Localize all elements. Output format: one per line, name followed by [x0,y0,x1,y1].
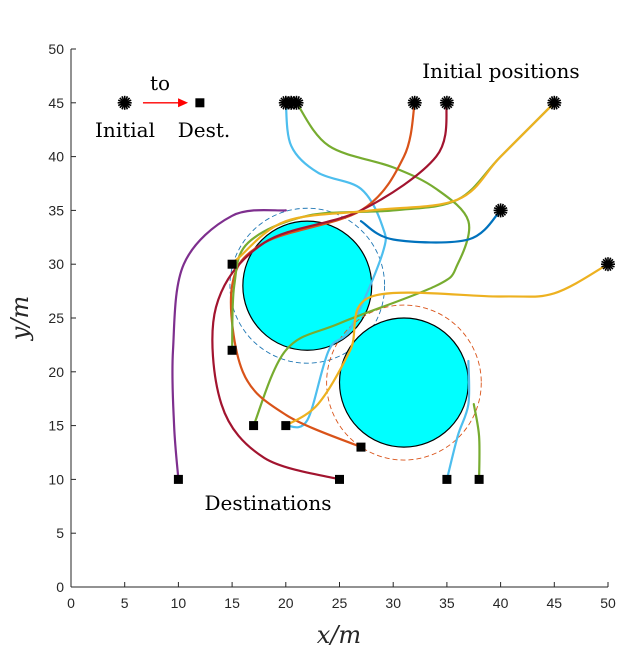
x-tick-label: 5 [121,595,129,611]
legend: to Initial Dest. [95,71,230,142]
traj-green-1 [252,101,471,427]
destination-marker [356,442,366,452]
x-tick-label: 25 [332,595,348,611]
traj-green-3 [472,403,481,481]
annotation-destinations: Destinations [205,491,332,515]
traj-skyblue-2 [445,359,471,481]
y-tick-label: 25 [48,310,64,326]
obstacle-1 [242,220,373,351]
obstacle-1-safety-circle [229,207,386,364]
y-tick-label: 15 [48,418,64,434]
destination-marker [474,474,484,484]
initial-position-marker [493,203,508,218]
x-tick-label: 35 [439,595,455,611]
x-tick-label: 20 [278,595,294,611]
markers [117,95,615,484]
initial-position-marker [439,95,454,110]
axes: 0 5 10 15 20 25 30 35 40 45 50 0 5 10 15 20 25 30 35 40 45 50 [48,41,616,611]
initial-position-marker [289,95,304,110]
obstacle-2 [338,317,469,448]
x-tick-label: 10 [171,595,187,611]
y-tick-label: 0 [56,579,64,595]
traj-yellow-1 [230,101,556,266]
x-tick-label: 50 [600,595,616,611]
y-axis-label: y/m [6,296,34,341]
x-tick-label: 45 [547,595,563,611]
obstacle-2-safety-circle [326,304,482,461]
traj-skyblue-1 [284,101,387,429]
legend-arrow-label: to [150,71,170,95]
destination-marker [173,474,183,484]
initial-position-marker [117,95,132,110]
destination-marker [249,421,259,431]
destination-marker [335,474,344,484]
y-tick-label: 50 [48,41,64,57]
legend-initial-label: Initial [95,118,155,142]
x-tick-label: 0 [67,595,75,611]
annotations: Initial positions Destinations [205,59,580,515]
annotation-initial-positions: Initial positions [422,59,579,83]
x-tick-label: 30 [385,595,401,611]
y-tick-label: 5 [56,525,64,541]
destination-marker [227,259,237,269]
x-tick-label: 40 [493,595,509,611]
x-tick-label: 15 [224,595,240,611]
y-tick-label: 35 [48,202,64,218]
x-axis-label: x/m [317,621,361,649]
destination-marker [227,345,237,355]
destination-marker [442,474,452,484]
initial-position-marker [547,95,562,110]
initial-position-marker [407,95,422,110]
y-tick-label: 30 [48,256,64,272]
trajectory-series [171,101,610,481]
traj-blue [359,209,502,244]
legend-dest-label: Dest. [178,118,231,142]
initial-position-marker [601,257,615,272]
destination-marker [281,421,291,431]
y-tick-label: 20 [48,364,64,380]
traj-yellow-2 [284,263,610,427]
obstacles-layer [229,207,482,461]
traj-purple [171,208,287,481]
legend-arrowhead [178,98,189,108]
y-tick-label: 40 [48,149,64,165]
destination-marker [195,98,205,108]
y-tick-label: 10 [48,471,64,487]
y-tick-label: 45 [48,95,64,111]
